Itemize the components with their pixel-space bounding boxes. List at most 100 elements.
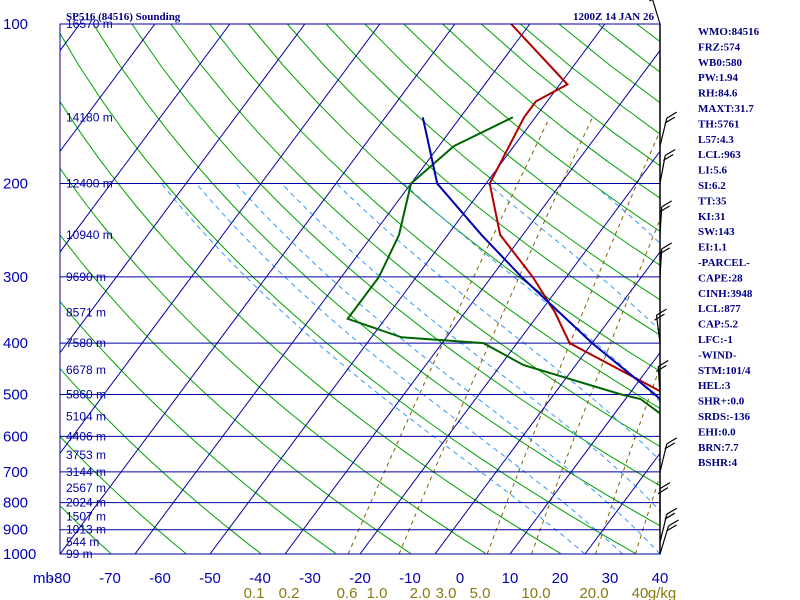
pressure-tick-label: 1000: [3, 546, 36, 563]
height-label: 4406 m: [66, 429, 106, 443]
wind-barb-feather: [657, 359, 669, 368]
pressure-unit-label: mb: [33, 570, 54, 587]
wind-barb-feather: [666, 507, 678, 515]
height-label: 14180 m: [66, 110, 113, 124]
height-label: 9690 m: [66, 270, 106, 284]
isotherm-line: [284, 49, 660, 554]
height-label: 544 m: [66, 535, 99, 549]
height-label: 2024 m: [66, 496, 106, 510]
wind-barb-feather: [656, 308, 667, 316]
wind-barb-feather: [666, 111, 678, 119]
height-label: 5860 m: [66, 387, 106, 401]
moist-adiabat-line: [195, 183, 623, 554]
mixing-ratio-labels: 0.1 0.2 0.6 1.0 2.0 3.0 5.0 10.0 20.0 40 g/kg: [244, 585, 677, 600]
mixing-ratio-label: 10.0: [521, 585, 550, 600]
temperature-tick-label: -60: [149, 570, 171, 587]
dry-adiabat-line: [325, 24, 660, 301]
temperature-tick-label: 0: [456, 570, 464, 587]
wind-barb-feather: [661, 242, 673, 250]
index-line: HEL:3: [698, 380, 731, 392]
wind-barb-staff: [652, 0, 661, 25]
temperature-tick-label: -80: [49, 570, 71, 587]
temperature-tick-label: -20: [349, 570, 371, 587]
dry-adiabat-line: [60, 234, 412, 554]
wind-barb: [659, 437, 678, 473]
index-line: BRN:7.7: [698, 442, 739, 454]
chart-datetime: 1200Z 14 JAN 26: [573, 11, 654, 23]
mixing-ratio-line: [398, 117, 593, 554]
mixing-ratio-lines: [347, 117, 660, 554]
wind-barb: [659, 148, 676, 184]
pressure-tick-label: 200: [3, 176, 28, 193]
height-label: 1507 m: [66, 510, 106, 524]
wind-barb-feather: [666, 437, 678, 445]
index-line: -WIND-: [698, 349, 737, 361]
wind-barbs: [649, 0, 679, 555]
height-label: 3144 m: [66, 465, 106, 479]
isotherm-line: [209, 24, 606, 554]
wind-barb: [659, 242, 673, 277]
pressure-tick-label: 900: [3, 522, 28, 539]
index-line: CINH:3948: [698, 288, 753, 300]
index-line: -PARCEL-: [698, 257, 750, 269]
isotherm-line: [60, 24, 456, 554]
mixing-ratio-line: [486, 129, 660, 554]
temperature-tick-label: 30: [602, 570, 619, 587]
index-line: WB0:580: [698, 57, 743, 69]
index-line: SRDS:-136: [698, 411, 750, 423]
wind-barb-feather: [666, 524, 677, 532]
mixing-ratio-label: 40: [632, 585, 649, 600]
wind-barb-feather: [655, 364, 667, 373]
index-line: STM:101/4: [698, 365, 751, 377]
dry-adiabat-line: [60, 435, 187, 554]
wind-barb: [655, 359, 669, 395]
wind-barb: [657, 482, 671, 517]
temperature-line: [488, 24, 660, 393]
pressure-tick-label: 800: [3, 495, 28, 512]
wind-barb-feather: [659, 247, 671, 255]
index-line: L57:4.3: [698, 134, 734, 146]
height-labels: 16570 m 14180 m 12400 m 10940 m 9690 m 8571 m…: [66, 17, 113, 561]
isotherm-line: [60, 24, 381, 455]
wind-barb-feather: [661, 200, 673, 208]
index-line: PW:1.94: [698, 72, 739, 84]
index-line: LI:5.6: [698, 165, 728, 177]
wind-barb-feather: [668, 519, 679, 527]
temperature-tick-label: 10: [502, 570, 519, 587]
index-line: TT:35: [698, 195, 727, 207]
temperature-tick-label: -70: [99, 570, 121, 587]
mixing-ratio-label: 5.0: [470, 585, 491, 600]
height-label: 3753 m: [66, 448, 106, 462]
index-line: CAPE:28: [698, 272, 743, 284]
pressure-tick-labels: 100 200 300 400 500 600 700 800 900 1000: [3, 16, 36, 563]
index-line: TH:5761: [698, 118, 740, 130]
wind-barb-staff: [655, 315, 661, 344]
temperature-tick-label: 40: [652, 570, 669, 587]
wind-barb: [654, 308, 667, 344]
wind-barb-feather: [664, 442, 676, 450]
wind-barb: [649, 0, 661, 25]
height-label: 10940 m: [66, 228, 113, 242]
index-line: RH:84.6: [698, 88, 738, 100]
wind-barb: [659, 519, 679, 555]
wind-barb-feather: [654, 313, 665, 321]
isotherm-line: [60, 24, 306, 354]
dewpoint-line: [346, 116, 660, 415]
temperature-tick-label: -10: [399, 570, 421, 587]
series-lines: [346, 24, 660, 415]
index-line: WMO:84516: [698, 26, 760, 38]
mixing-ratio-line: [347, 117, 551, 554]
isotherm-line: [60, 24, 156, 153]
height-label: 8571 m: [66, 305, 106, 319]
mixing-ratio-label: 3.0: [436, 585, 457, 600]
wind-barb: [659, 200, 673, 235]
pressure-tick-label: 600: [3, 428, 28, 445]
wind-barb-feather: [657, 487, 669, 495]
index-line: EI:1.1: [698, 242, 727, 254]
moist-adiabat-line: [403, 183, 660, 403]
grid: [60, 24, 660, 554]
pressure-tick-label: 500: [3, 386, 28, 403]
index-line: LCL:963: [698, 149, 741, 161]
